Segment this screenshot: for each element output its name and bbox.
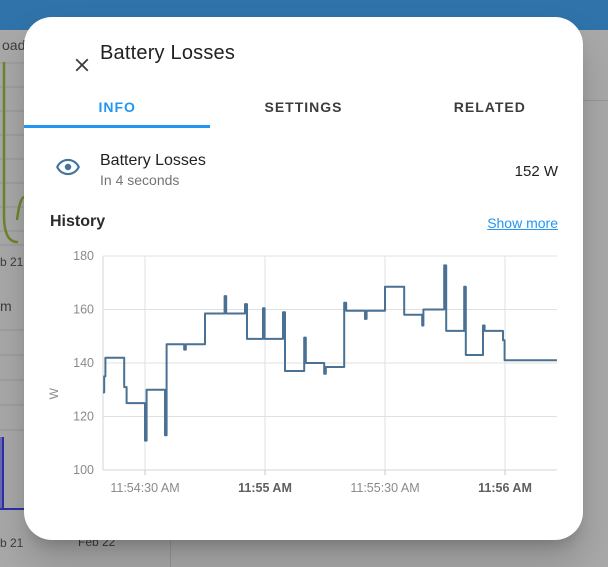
history-chart-svg: 100 120 140 160 180 11:54:30 AM 11:55 AM 11:55:… xyxy=(47,249,557,495)
active-tab-indicator xyxy=(24,125,210,128)
history-chart[interactable]: 100 120 140 160 180 11:54:30 AM 11:55 AM 11:55:… xyxy=(24,245,583,523)
close-icon xyxy=(75,58,89,72)
svg-text:11:55:30 AM: 11:55:30 AM xyxy=(350,481,419,495)
bg-partial-label-load: oad xyxy=(2,37,26,53)
bg-partial-label-feb21-bottom: b 21 xyxy=(0,536,24,550)
bg-gridline xyxy=(170,530,171,567)
entity-state-row: Battery Losses In 4 seconds 152 W xyxy=(24,150,583,198)
bg-partial-label-feb21-left: b 21 xyxy=(0,255,24,269)
svg-text:140: 140 xyxy=(73,356,94,370)
dialog-title: Battery Losses xyxy=(100,42,236,64)
svg-text:120: 120 xyxy=(73,410,94,424)
entity-name: Battery Losses xyxy=(100,152,206,169)
tab-related[interactable]: RELATED xyxy=(453,99,526,115)
bg-chart-sliver-top xyxy=(0,62,24,246)
bg-gridline xyxy=(583,100,608,101)
svg-text:180: 180 xyxy=(73,249,94,263)
bg-chart-sliver-bottom xyxy=(0,329,24,510)
svg-text:100: 100 xyxy=(73,463,94,477)
tab-settings[interactable]: SETTINGS xyxy=(264,99,343,115)
bg-partial-label-month: m xyxy=(0,298,12,314)
svg-text:W: W xyxy=(47,387,61,399)
svg-text:11:55 AM: 11:55 AM xyxy=(238,481,292,495)
entity-state-value: 152 W xyxy=(514,163,558,180)
tab-bar: INFO SETTINGS RELATED xyxy=(24,86,583,128)
close-button[interactable] xyxy=(60,43,104,87)
show-more-link[interactable]: Show more xyxy=(487,215,558,231)
history-heading: History xyxy=(50,213,106,230)
entity-more-info-dialog: Battery Losses INFO SETTINGS RELATED Bat… xyxy=(24,17,583,540)
svg-text:160: 160 xyxy=(73,303,94,317)
dialog-header: Battery Losses xyxy=(24,17,583,86)
history-header: History Show more xyxy=(24,213,583,237)
tab-info[interactable]: INFO xyxy=(98,99,136,115)
entity-last-changed: In 4 seconds xyxy=(100,172,180,188)
eye-icon xyxy=(55,154,81,180)
svg-text:11:54:30 AM: 11:54:30 AM xyxy=(110,481,179,495)
svg-text:11:56 AM: 11:56 AM xyxy=(478,481,532,495)
